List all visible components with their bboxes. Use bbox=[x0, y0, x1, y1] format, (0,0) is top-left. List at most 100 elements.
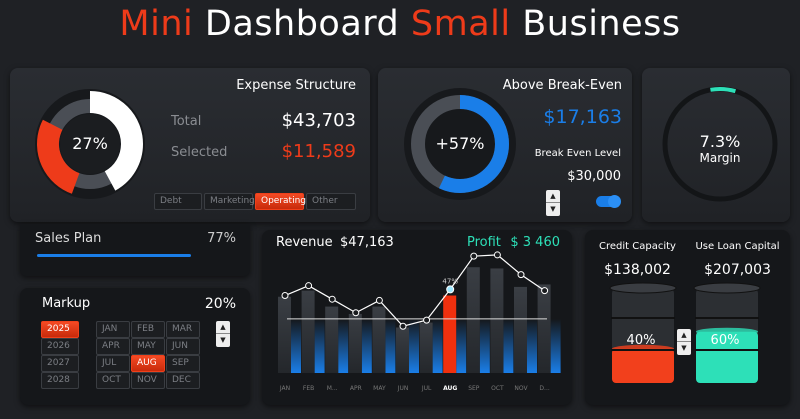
month-label: APR bbox=[350, 385, 362, 392]
down-arrow-icon[interactable]: ▼ bbox=[216, 333, 230, 345]
blue-bar bbox=[291, 318, 301, 373]
break-even-level-value: $30,000 bbox=[567, 169, 621, 184]
month-sep[interactable]: SEP bbox=[166, 355, 200, 372]
trend-point bbox=[399, 322, 407, 330]
blue-bar bbox=[456, 318, 467, 373]
credit-capacity-value: $138,002 bbox=[604, 262, 671, 278]
down-arrow-icon[interactable]: ▼ bbox=[546, 202, 560, 214]
margin-card: 7.3% Margin bbox=[642, 68, 790, 222]
up-arrow-icon[interactable]: ▲ bbox=[550, 192, 556, 200]
break-even-heading: Above Break-Even bbox=[502, 78, 622, 93]
month-jun[interactable]: JUN bbox=[166, 338, 200, 355]
title-word-4: Business bbox=[522, 4, 681, 44]
filter-other[interactable]: Other bbox=[306, 193, 356, 210]
break-even-percent: +57% bbox=[435, 134, 485, 153]
month-label: AUG bbox=[443, 385, 457, 392]
year-2026[interactable]: 2026 bbox=[41, 338, 79, 355]
month-dec[interactable]: DEC bbox=[166, 372, 200, 389]
year-2028[interactable]: 2028 bbox=[41, 372, 79, 389]
trend-point bbox=[470, 252, 478, 260]
month-jan[interactable]: JAN bbox=[96, 321, 130, 338]
loan-stepper[interactable]: ▲ ▼ bbox=[677, 329, 691, 355]
margin-value: 7.3% bbox=[699, 132, 741, 151]
year-2027[interactable]: 2027 bbox=[41, 355, 79, 372]
sales-plan-progress bbox=[37, 254, 191, 257]
month-label: M... bbox=[327, 385, 338, 392]
expense-donut bbox=[35, 89, 145, 199]
blue-bar bbox=[338, 318, 349, 373]
barrel-fill bbox=[696, 331, 758, 383]
sales-plan-value: 77% bbox=[207, 231, 236, 246]
profit-value: $ 3 460 bbox=[510, 235, 560, 250]
trend-point bbox=[446, 285, 455, 294]
highlight-label: 47% bbox=[442, 277, 458, 285]
margin-label: Margin bbox=[699, 151, 741, 165]
month-oct[interactable]: OCT bbox=[96, 372, 130, 389]
sales-plan-card: Sales Plan 77% bbox=[20, 224, 250, 276]
month-label: FEB bbox=[303, 385, 314, 392]
blue-bar bbox=[527, 318, 537, 373]
filter-marketing[interactable]: Marketing bbox=[204, 193, 255, 210]
expense-percent: 27% bbox=[72, 134, 108, 153]
filter-debt[interactable]: Debt bbox=[154, 193, 202, 210]
title-word-1: Mini bbox=[119, 4, 194, 44]
trend-point bbox=[352, 309, 360, 317]
up-arrow-icon[interactable]: ▲ bbox=[220, 323, 226, 331]
filter-operating[interactable]: Operating bbox=[255, 193, 306, 210]
markup-value: 20% bbox=[204, 296, 236, 312]
loan-capital-value: $207,003 bbox=[704, 262, 771, 278]
revenue-chart-card: JAN FEB M... APR MAY JUN JUL AUG SEP OCT NOV D... 47… bbox=[262, 230, 572, 405]
revenue-bar bbox=[466, 267, 480, 373]
markup-label: Markup bbox=[42, 296, 91, 311]
markup-stepper[interactable]: ▲ ▼ bbox=[216, 321, 230, 347]
month-mar[interactable]: MAR bbox=[166, 321, 200, 338]
month-label: D... bbox=[539, 385, 549, 392]
total-label: Total bbox=[171, 114, 202, 129]
month-jul[interactable]: JUL bbox=[96, 355, 130, 372]
trend-point bbox=[517, 271, 525, 279]
break-even-toggle[interactable] bbox=[596, 195, 621, 208]
credit-capacity-label: Credit Capacity bbox=[599, 241, 676, 252]
loan-card: Credit Capacity Use Loan Capital $138,00… bbox=[585, 230, 790, 405]
trend-line bbox=[284, 254, 545, 327]
revenue-bar bbox=[396, 327, 409, 373]
break-even-level-label: Break Even Level bbox=[534, 148, 621, 159]
total-value: $43,703 bbox=[281, 110, 356, 131]
barrel-lid bbox=[693, 282, 761, 294]
page-title: Mini Dashboard Small Business bbox=[0, 4, 800, 44]
sales-plan-label: Sales Plan bbox=[35, 231, 102, 246]
trend-point bbox=[541, 287, 549, 295]
revenue-bar bbox=[325, 306, 339, 373]
blue-bar bbox=[503, 318, 514, 373]
revenue-label: Revenue bbox=[276, 235, 333, 250]
blue-bar bbox=[385, 318, 396, 373]
break-even-stepper[interactable]: ▲ ▼ bbox=[546, 190, 560, 216]
barrel-fill-top bbox=[696, 327, 758, 336]
trend-point bbox=[423, 316, 431, 324]
month-may[interactable]: MAY bbox=[131, 338, 165, 355]
revenue-bar bbox=[301, 290, 315, 373]
loan-percent: 60% bbox=[710, 333, 740, 348]
month-nov[interactable]: NOV bbox=[131, 372, 165, 389]
blue-bar bbox=[479, 318, 490, 373]
month-label: JAN bbox=[279, 385, 290, 392]
barrel-fill bbox=[612, 348, 674, 383]
year-2025[interactable]: 2025 bbox=[41, 321, 79, 338]
month-label: OCT bbox=[491, 385, 504, 392]
month-label: NOV bbox=[514, 385, 528, 392]
month-apr[interactable]: APR bbox=[96, 338, 130, 355]
down-arrow-icon[interactable]: ▼ bbox=[677, 341, 691, 353]
up-arrow-icon[interactable]: ▲ bbox=[681, 331, 687, 339]
month-feb[interactable]: FEB bbox=[131, 321, 165, 338]
trend-point bbox=[375, 296, 383, 304]
blue-bar bbox=[361, 318, 372, 373]
blue-bar bbox=[314, 318, 325, 373]
month-aug[interactable]: AUG bbox=[131, 355, 165, 372]
month-label: MAY bbox=[373, 385, 386, 392]
markup-card: Markup 20% ▲ ▼ 2025 2026 2027 2028 JAN FEB MAR A… bbox=[20, 288, 250, 405]
break-even-donut bbox=[404, 88, 516, 200]
revenue-bar bbox=[537, 284, 551, 373]
break-even-card: +57% Above Break-Even $17,163 Break Even… bbox=[378, 68, 632, 222]
revenue-bar bbox=[514, 286, 527, 373]
month-label: SEP bbox=[468, 385, 480, 392]
